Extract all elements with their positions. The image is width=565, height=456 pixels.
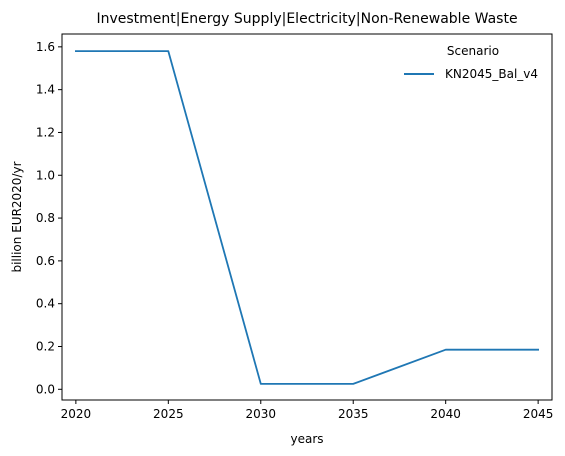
series-lines: [75, 50, 539, 385]
y-tick-label: 0.4: [36, 297, 55, 311]
y-tick-label: 1.6: [36, 40, 55, 54]
y-tick-label: 0.0: [36, 382, 55, 396]
x-axis-label: years: [290, 432, 323, 446]
y-tick-label: 1.2: [36, 125, 55, 139]
y-tick-label: 0.2: [36, 339, 55, 353]
x-tick-label: 2035: [338, 407, 369, 421]
legend: Scenario KN2045_Bal_v4: [404, 44, 538, 81]
y-axis: 0.0 0.2 0.4 0.6 0.8 1.0 1.2 1.4 1.6: [36, 40, 62, 396]
x-tick-label: 2045: [523, 407, 554, 421]
y-tick-label: 0.8: [36, 211, 55, 225]
legend-entry-label: KN2045_Bal_v4: [445, 67, 538, 81]
y-tick-label: 0.6: [36, 254, 55, 268]
x-axis: 2020 2025 2030 2035 2040 2045: [61, 400, 554, 421]
x-tick-label: 2025: [153, 407, 184, 421]
x-tick-label: 2030: [246, 407, 277, 421]
series-line: [75, 50, 539, 385]
x-tick-label: 2020: [61, 407, 92, 421]
plot-area-frame: [61, 33, 553, 401]
y-tick-label: 1.4: [36, 83, 55, 97]
chart-title: Investment|Energy Supply|Electricity|Non…: [96, 11, 517, 27]
legend-title: Scenario: [447, 44, 499, 58]
y-axis-label: billion EUR2020/yr: [10, 161, 24, 272]
y-tick-label: 1.0: [36, 168, 55, 182]
x-tick-label: 2040: [430, 407, 461, 421]
